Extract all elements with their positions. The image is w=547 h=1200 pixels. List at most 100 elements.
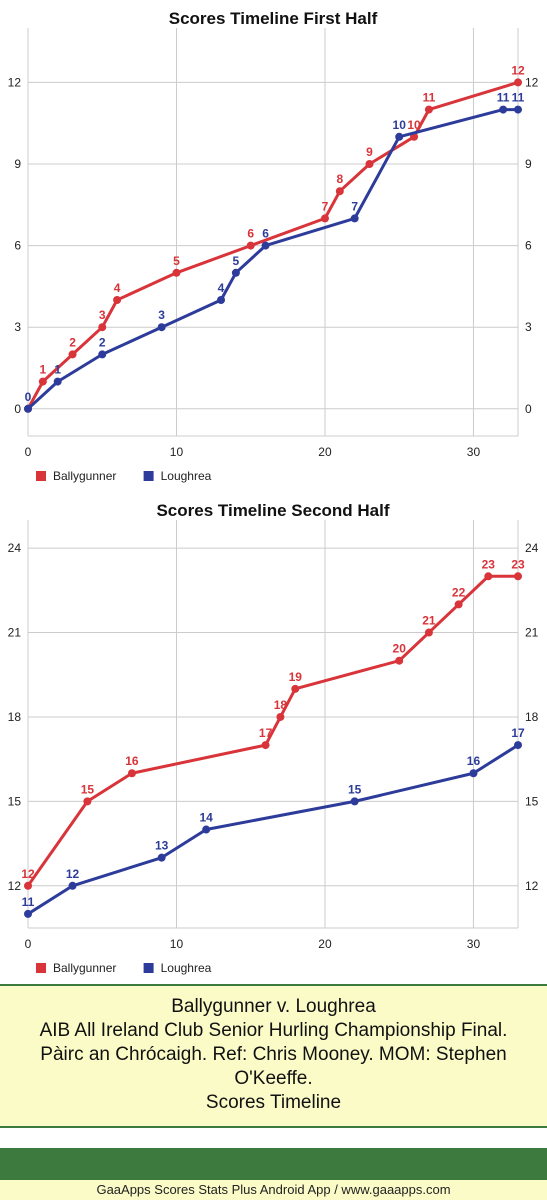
y-tick-label-right: 24 — [525, 541, 539, 555]
data-label-ballygunner: 3 — [99, 308, 106, 322]
data-label-ballygunner: 2 — [69, 335, 76, 349]
data-point-loughrea — [261, 241, 270, 250]
data-label-loughrea: 15 — [348, 782, 362, 796]
data-point-ballygunner — [68, 350, 77, 359]
y-tick-label-left: 15 — [8, 794, 22, 808]
data-point-ballygunner — [395, 656, 404, 665]
data-label-loughrea: 1 — [54, 363, 61, 377]
y-tick-label-right: 6 — [525, 239, 532, 253]
data-label-ballygunner: 22 — [452, 585, 466, 599]
data-label-ballygunner: 6 — [247, 227, 254, 241]
x-tick-label: 10 — [170, 445, 184, 459]
y-tick-label-left: 24 — [8, 541, 22, 555]
x-tick-label: 20 — [318, 445, 332, 459]
y-tick-label-left: 6 — [14, 239, 21, 253]
data-point-loughrea — [202, 825, 211, 834]
data-label-ballygunner: 20 — [393, 642, 407, 656]
data-point-loughrea — [98, 350, 107, 359]
data-point-loughrea — [68, 881, 77, 890]
match-competition: AIB All Ireland Club Senior Hurling Cham… — [39, 1020, 508, 1041]
data-label-ballygunner: 12 — [511, 63, 525, 77]
data-label-loughrea: 2 — [99, 335, 106, 349]
data-point-ballygunner — [38, 377, 47, 386]
x-tick-label: 0 — [25, 937, 32, 951]
data-point-loughrea — [24, 909, 32, 918]
legend-swatch-loughrea — [143, 963, 154, 973]
legend-label-ballygunner: Ballygunner — [53, 469, 116, 483]
match-venue-officials: Pàirc an Chrócaigh. Ref: Chris Mooney. M… — [40, 1044, 507, 1065]
y-tick-label-right: 18 — [525, 710, 539, 724]
match-teams: Ballygunner v. Loughrea — [171, 996, 376, 1017]
match-report-type: Scores Timeline — [205, 1092, 342, 1113]
data-label-ballygunner: 16 — [125, 754, 139, 768]
second-half-chart: Scores Timeline Second Half 12 12 15 15 18 18 2… — [0, 492, 547, 984]
green-divider-bar — [0, 1148, 547, 1180]
y-tick-label-right: 0 — [525, 402, 532, 416]
data-label-loughrea: 7 — [351, 199, 358, 213]
data-label-loughrea: 11 — [22, 895, 35, 909]
legend-label-ballygunner: Ballygunner — [53, 961, 116, 975]
data-point-loughrea — [350, 214, 359, 223]
data-label-loughrea: 5 — [233, 254, 240, 268]
y-tick-label-right: 21 — [525, 626, 539, 640]
data-point-ballygunner — [320, 214, 329, 223]
x-tick-label: 0 — [25, 445, 32, 459]
data-label-ballygunner: 12 — [21, 867, 35, 881]
match-info-panel: Ballygunner v. Loughrea AIB All Ireland … — [0, 984, 547, 1128]
data-point-ballygunner — [127, 769, 136, 778]
y-tick-label-left: 18 — [8, 710, 22, 724]
data-point-ballygunner — [246, 241, 255, 250]
data-point-ballygunner — [335, 187, 344, 196]
data-point-ballygunner — [113, 296, 122, 304]
data-label-ballygunner: 5 — [173, 254, 180, 268]
y-tick-label-left: 12 — [8, 75, 22, 89]
data-point-ballygunner — [98, 323, 107, 332]
first-half-chart: Scores Timeline First Half 0 0 3 3 6 6 9 9 12 12 0 1… — [0, 0, 547, 492]
data-point-loughrea — [231, 268, 240, 277]
second-half-chart-svg: Scores Timeline Second Half 12 12 15 15 18 18 2… — [8, 501, 539, 975]
data-point-ballygunner — [365, 160, 374, 168]
y-tick-label-right: 3 — [525, 320, 532, 334]
data-point-loughrea — [499, 105, 508, 114]
data-label-ballygunner: 23 — [511, 557, 525, 571]
legend-swatch-ballygunner — [36, 471, 46, 481]
chart-title: Scores Timeline Second Half — [156, 501, 389, 520]
data-point-ballygunner — [291, 684, 300, 693]
data-label-ballygunner: 18 — [274, 698, 288, 712]
data-point-loughrea — [514, 741, 522, 750]
data-label-loughrea: 6 — [262, 227, 269, 241]
data-point-ballygunner — [454, 600, 463, 609]
y-tick-label-left: 3 — [14, 320, 21, 334]
data-point-ballygunner — [172, 268, 181, 277]
footer-credit[interactable]: GaaApps Scores Stats Plus Android App / … — [0, 1180, 547, 1200]
series-line-loughrea — [27, 743, 519, 916]
data-label-loughrea: 3 — [158, 308, 165, 322]
data-label-ballygunner: 10 — [407, 118, 421, 132]
data-point-loughrea — [469, 769, 478, 778]
data-point-ballygunner — [484, 572, 493, 581]
data-label-ballygunner: 19 — [289, 670, 303, 684]
data-label-ballygunner: 23 — [482, 557, 496, 571]
data-label-loughrea: 14 — [200, 811, 214, 825]
y-tick-label-left: 0 — [14, 402, 21, 416]
y-tick-label-left: 9 — [14, 157, 21, 171]
data-point-loughrea — [514, 105, 522, 114]
chart-title: Scores Timeline First Half — [169, 9, 378, 28]
data-label-loughrea: 16 — [467, 754, 481, 768]
data-point-ballygunner — [424, 105, 433, 114]
y-tick-label-left: 12 — [8, 879, 22, 893]
legend-swatch-loughrea — [143, 471, 154, 481]
data-point-ballygunner — [514, 572, 522, 581]
series-line-ballygunner — [26, 574, 518, 887]
data-point-loughrea — [157, 853, 166, 862]
data-label-ballygunner: 17 — [259, 726, 273, 740]
y-tick-label-right: 9 — [525, 157, 532, 171]
data-label-loughrea: 11 — [497, 91, 510, 105]
data-label-ballygunner: 7 — [322, 199, 329, 213]
data-label-ballygunner: 11 — [423, 91, 436, 105]
data-label-ballygunner: 9 — [366, 145, 373, 159]
data-point-loughrea — [217, 296, 226, 304]
data-point-loughrea — [53, 377, 62, 386]
data-point-ballygunner — [424, 628, 433, 637]
data-label-ballygunner: 8 — [336, 172, 343, 186]
